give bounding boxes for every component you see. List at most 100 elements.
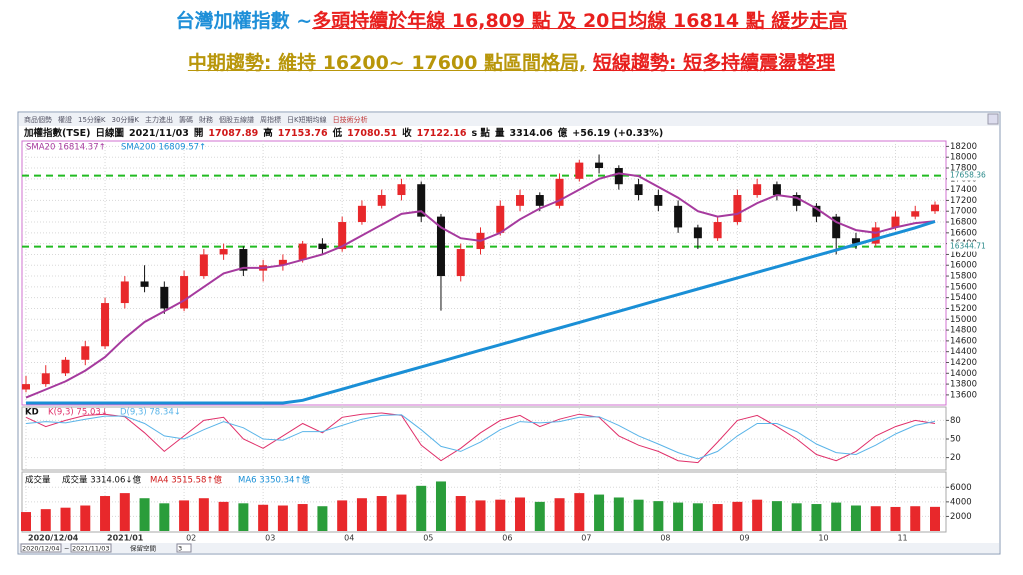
volume-bar [771,501,782,531]
y-tick-label: 14200 [950,358,977,368]
y-tick-label: 80 [950,416,961,426]
candle-body [753,184,762,196]
candle-body [180,276,189,309]
volume-bar [198,498,209,531]
candle-body [397,184,406,196]
volume-bar [613,497,624,531]
y-tick-label: 15000 [950,315,977,325]
volume-bar [732,501,743,531]
title-line-2: 中期趨勢: 維持 16200~ 17600 點區間格局, 短線趨勢: 短多持續震… [0,48,1023,75]
candle-body [713,222,722,239]
info-item: 17122.16 [417,128,467,139]
info-item: 加權指數(TSE) [23,127,91,139]
volume-bar [692,503,703,531]
legend-entry: 成交量 3314.06↓億 [62,475,141,486]
info-item: 17080.51 [347,128,397,139]
candle-body [674,205,683,228]
candle-body [199,254,208,277]
info-item: 收 [402,127,412,139]
candle-body [219,249,228,255]
volume-bar [435,481,446,531]
volume-bar [850,505,861,531]
candle-body [555,178,564,206]
x-tick-label: 04 [344,534,354,543]
candle-body [832,216,841,239]
legend-entry: SMA200 16809.57↑ [121,143,206,153]
window-frame [17,111,1001,555]
main-plot-frame [21,140,947,406]
toolbar-tab[interactable]: 周指標 [260,115,281,124]
toolbar-tab[interactable]: 日K短期均線 [287,115,327,124]
x-tick-label: 08 [660,534,670,543]
candle-body [654,195,663,206]
toolbar-tab[interactable]: 財務 [199,115,213,124]
title-lead: 台灣加權指數 ~ [175,10,313,32]
candle-body [436,216,445,277]
legend-entry: MA4 3515.58↑億 [150,475,223,486]
candle-body [496,205,505,233]
volume-bar [910,506,921,531]
volume-bar [40,509,51,531]
volume-bar [238,503,249,531]
info-item: 億 [558,127,568,139]
x-tick-label: 2021/01 [107,534,144,543]
info-item: 日線圖 [96,127,125,139]
reference-label: 16344.71 [950,242,986,251]
volume-bar [297,504,308,531]
footer-item[interactable]: 3 [178,545,182,553]
y-tick-label: 17800 [950,164,977,174]
y-tick-label: 17400 [950,185,977,195]
candle-body [595,162,604,169]
footer-bg [19,543,999,553]
y-tick-label: 15800 [950,272,977,282]
y-tick-label: 14400 [950,347,977,357]
volume-bar [752,499,763,531]
x-tick-label: 05 [423,534,433,543]
toolbar-tab[interactable]: 主力進出 [145,115,173,124]
volume-bar [119,493,130,531]
volume-bar [831,502,842,531]
y-tick-label: 18200 [950,142,977,152]
title-main: 多頭持續於年線 16,809 點 及 20日均線 16814 點 緩步走高 [312,10,848,32]
toolbar-tab[interactable]: 權證 [58,115,72,124]
info-item: 3314.06 [509,128,553,139]
info-item: 低 [332,127,343,139]
panel-title: 成交量 [25,475,51,486]
ma-line [26,220,936,405]
reference-label: 17658.36 [950,171,986,180]
toolbar-tab[interactable]: 15分鐘K [78,115,106,124]
volume-bar [653,501,664,531]
candle-body [812,205,821,217]
toolbar-tab[interactable]: 個股五線譜 [219,115,254,124]
toolbar-tab[interactable]: 商品個勢 [24,115,52,124]
x-tick-label: 02 [186,534,196,543]
y-tick-label: 15400 [950,293,977,303]
volume-bar [159,503,170,531]
legend-entry: MA6 3350.34↑億 [238,475,311,486]
legend-entry: K(9,3) 75.03↓ [48,408,108,418]
volume-bar [396,494,407,531]
volume-bar [317,506,328,531]
toolbar-tab[interactable]: 籌碼 [179,115,193,124]
footer-field [176,543,192,553]
footer-item[interactable]: 2020/12/04 [22,545,59,553]
toolbar-tab[interactable]: 30分鐘K [112,115,140,124]
toolbar-tab[interactable]: 日技術分析 [333,115,368,124]
reference-label-bg [947,170,991,181]
volume-bar [258,504,269,531]
volume-bar [870,506,881,531]
volume-bar [337,500,348,531]
volume-bar [218,501,229,531]
candle-body [931,204,939,212]
y-tick-label: 2000 [950,512,972,522]
candle-body [22,384,30,390]
footer-item[interactable]: 2021/11/03 [72,545,109,553]
scroll-button[interactable] [987,113,999,125]
candle-body [792,195,801,206]
short-trend: 短線趨勢: 短多持續震盪整理 [592,52,836,74]
candle-body [298,243,307,260]
candle-body [61,359,70,374]
info-item: 量 [495,127,505,139]
footer-item: ~ [64,545,69,553]
